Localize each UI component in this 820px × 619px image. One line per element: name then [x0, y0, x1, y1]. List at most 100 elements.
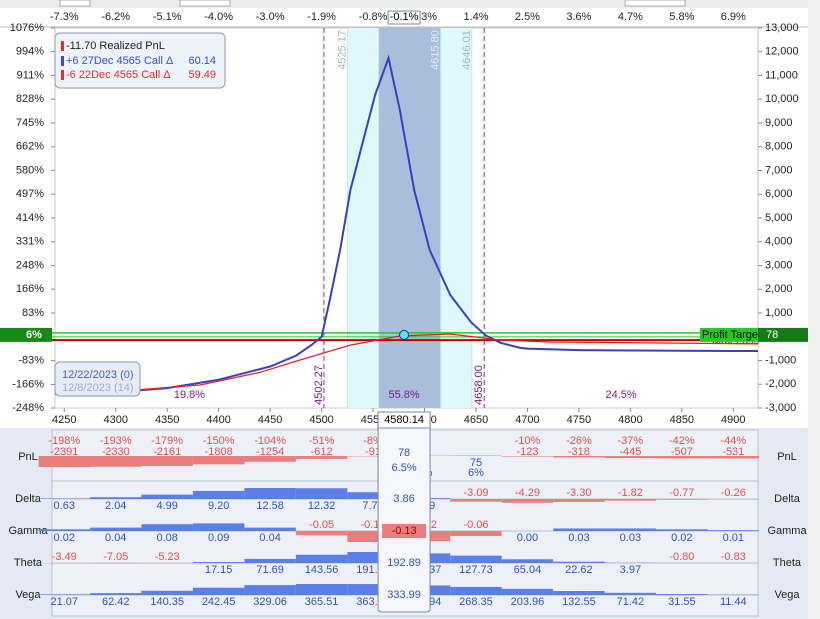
greek-value: 31.55 — [668, 596, 696, 608]
scrollbar[interactable] — [808, 0, 820, 619]
pnl-bar — [295, 456, 348, 459]
percent-label: -1.9% — [307, 11, 336, 23]
level-label: 4658.00 — [473, 365, 485, 405]
pnl-value: -531 — [722, 446, 744, 458]
level-label: 4555.38 — [367, 30, 379, 70]
greek-value: 0.00 — [517, 532, 538, 544]
current-column — [377, 411, 431, 613]
y2-tick-label: 83% — [22, 307, 44, 319]
pnl-value: -318 — [568, 446, 590, 458]
greek-value: 132.55 — [562, 596, 596, 608]
greek-value: 17.15 — [205, 564, 233, 576]
greek-value: -1.82 — [618, 487, 643, 499]
x-tick-label: 4650 — [464, 414, 488, 426]
pnl-value: -123 — [516, 446, 538, 458]
current-greek: -0.13 — [392, 525, 417, 537]
legend-marker — [61, 70, 64, 80]
greek-bar — [707, 530, 760, 531]
pnl-pct: -198% — [48, 435, 80, 447]
y2-tick-label: 828% — [16, 93, 44, 105]
current-greek: 3.86 — [393, 493, 414, 505]
toolbar-input[interactable] — [624, 0, 686, 7]
pnl-value: -1808 — [205, 446, 233, 458]
profit-target-box — [700, 327, 758, 342]
legend-marker — [61, 41, 64, 51]
x-tick-label: 4750 — [567, 414, 591, 426]
y-tick-label: 6,000 — [765, 188, 793, 200]
greek-value: 0.02 — [671, 532, 692, 544]
x-tick-label: 4900 — [721, 414, 745, 426]
y2-tick-label: 580% — [16, 164, 44, 176]
greek-bar — [501, 559, 554, 563]
pnl-pct: -104% — [254, 435, 286, 447]
x-tick-label: 4350 — [155, 414, 179, 426]
greek-bar — [192, 562, 245, 563]
greek-value: -0.05 — [309, 519, 334, 531]
greek-bar — [604, 592, 657, 595]
greek-value: 0.03 — [620, 532, 641, 544]
greek-value: 71.42 — [617, 596, 645, 608]
greek-bar — [295, 584, 348, 595]
percent-label: -3.0% — [256, 11, 285, 23]
greek-value: 9.20 — [208, 500, 229, 512]
greek-bar — [450, 499, 502, 502]
toolbar — [0, 0, 808, 8]
row-label: Gamma — [8, 525, 48, 537]
x-tick-label: 4500 — [309, 414, 333, 426]
legend-leg: -6 22Dec 4565 Call Δ — [66, 69, 171, 81]
greek-value: 127.73 — [459, 564, 493, 576]
toolbar-input[interactable] — [59, 0, 91, 7]
pnl-pct: -42% — [669, 435, 695, 447]
current-price-box — [377, 411, 431, 429]
current-price-marker — [399, 329, 410, 340]
greek-value: 143.56 — [305, 564, 339, 576]
row-label-right: Theta — [773, 557, 802, 569]
pnl-pct: -44% — [720, 435, 746, 447]
date-box — [54, 361, 141, 397]
percent-label: 4.7% — [618, 11, 643, 23]
y2-tick-label: 994% — [16, 45, 44, 57]
y-tick-label: -3,000 — [765, 402, 796, 414]
greek-value: 0.08 — [156, 532, 177, 544]
pnl-value: -1254 — [256, 446, 284, 458]
greek-value: -0.80 — [669, 551, 694, 563]
pnl-value: -507 — [671, 446, 693, 458]
greek-bar — [347, 492, 399, 499]
greek-bar — [347, 584, 399, 595]
row-label: Vega — [15, 589, 41, 601]
current-pnl-pct: 6.5% — [392, 462, 417, 474]
toolbar-input[interactable] — [179, 0, 231, 7]
greek-value: 0.04 — [259, 532, 280, 544]
y2-tick-label: 248% — [16, 260, 44, 272]
percent-label: 3.6% — [566, 11, 591, 23]
current-pnl: 78 — [398, 447, 410, 459]
pnl-pct: 6% — [468, 467, 484, 479]
pnl-value: -91 — [365, 446, 381, 458]
pnl-value: -612 — [311, 446, 333, 458]
greek-value: 0.09 — [208, 532, 229, 544]
probability-label: 24.5% — [606, 389, 637, 401]
row-label-right: Delta — [774, 493, 801, 505]
profit-target-pct: 6% — [26, 329, 42, 341]
greek-bar — [347, 552, 399, 563]
level-label: 4646.01 — [461, 30, 473, 70]
greek-bar — [192, 523, 245, 531]
pnl-value: -2330 — [102, 446, 130, 458]
greek-bar — [553, 591, 605, 595]
percent-label: 5.8% — [669, 11, 694, 23]
greek-value: -0.83 — [721, 551, 746, 563]
greek-bar — [604, 499, 657, 501]
greek-value: 203.96 — [511, 596, 545, 608]
percent-label: 2.5% — [515, 11, 540, 23]
x-tick-label: 4300 — [103, 414, 127, 426]
greek-bar — [141, 494, 193, 499]
y-tick-label: 10,000 — [765, 93, 799, 105]
greek-value: -0.26 — [721, 487, 746, 499]
greek-bar — [295, 531, 348, 536]
percent-label: -0.8% — [359, 11, 388, 23]
pnl-value: -445 — [619, 446, 641, 458]
row-label: Delta — [15, 493, 42, 505]
row-label: Theta — [14, 557, 43, 569]
greek-bar — [141, 524, 193, 531]
